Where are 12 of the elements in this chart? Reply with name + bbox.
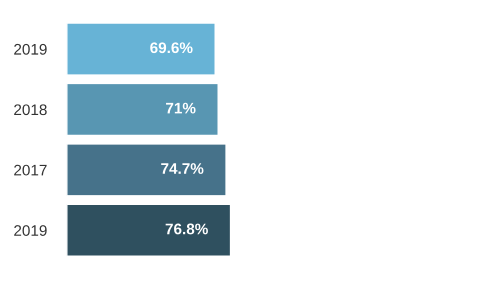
bar — [66, 82, 219, 136]
bar — [66, 22, 216, 76]
y-tick-label: 2019 — [14, 225, 47, 236]
data-label: 71% — [166, 102, 196, 114]
y-tick-label: 2017 — [14, 164, 47, 176]
data-label: 74.7% — [161, 163, 204, 174]
data-label: 76.8% — [166, 224, 208, 234]
bar — [66, 143, 227, 197]
y-tick-label: 2019 — [14, 44, 47, 55]
bar — [66, 204, 232, 257]
y-tick-label: 2018 — [14, 104, 47, 116]
data-label: 69.6% — [150, 42, 193, 54]
